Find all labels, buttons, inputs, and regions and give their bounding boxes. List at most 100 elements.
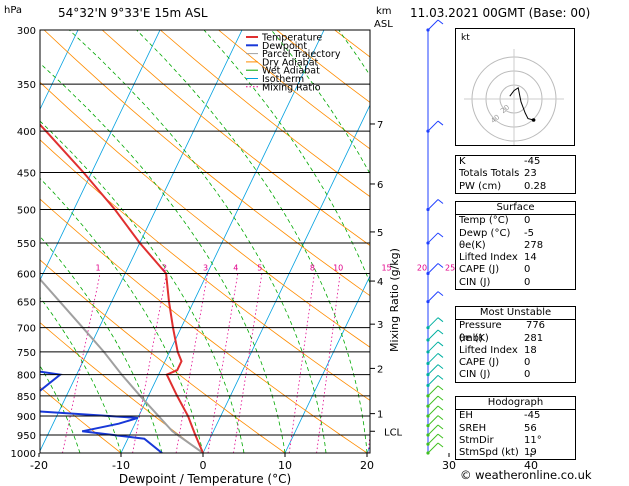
km-tick-label: 3 xyxy=(377,320,383,331)
mixing-ratio-label: 3 xyxy=(203,264,208,273)
mixing-ratio-line xyxy=(62,273,101,453)
copyright-label: © weatheronline.co.uk xyxy=(460,468,592,482)
parcel-trajectory xyxy=(40,277,204,453)
index-value: -5 xyxy=(524,227,534,239)
index-value: 0 xyxy=(524,369,531,381)
index-row: Pressure (mb) 776 xyxy=(456,320,575,344)
wind-barb xyxy=(427,364,439,375)
index-value: 0 xyxy=(524,357,531,369)
wind-barb-flag xyxy=(437,120,444,126)
index-row: Temp (°C) 0 xyxy=(456,215,575,227)
index-value: 776 xyxy=(525,320,546,332)
wind-barb xyxy=(427,232,439,244)
pressure-tick-label: 800 xyxy=(17,371,36,382)
wind-barb xyxy=(427,433,439,445)
index-label: Dewp (°C) xyxy=(459,227,511,239)
index-row: SREH 56 xyxy=(456,423,575,435)
index-label: Pressure (mb) xyxy=(459,320,502,344)
index-label: K xyxy=(459,156,466,167)
index-label: θe(K) xyxy=(459,239,486,251)
pressure-tick-label: 750 xyxy=(17,348,36,359)
index-label: CAPE (J) xyxy=(459,264,500,276)
index-label: Lifted Index xyxy=(459,344,518,356)
section-title: Surface xyxy=(496,202,535,213)
wind-barb-flag xyxy=(437,424,444,430)
index-row: K -45 xyxy=(456,156,575,168)
wet-adiabat xyxy=(203,30,370,285)
hodograph-stats-table: Hodograph EH -45 SREH 56 StmDir 11° StmSpd (kt)… xyxy=(455,396,576,461)
x-tick-label: -10 xyxy=(112,459,130,472)
km-tick-label: 4 xyxy=(377,277,383,288)
wet-adiabat xyxy=(136,30,368,453)
index-row: θe (K) 281 xyxy=(456,333,575,345)
wind-barb-flag xyxy=(437,375,444,380)
x-tick-label: 40 xyxy=(524,459,538,472)
km-tick-label: 7 xyxy=(377,120,383,131)
dry-adiabat xyxy=(40,139,370,401)
wind-barb xyxy=(427,375,439,386)
index-row: CAPE (J) 0 xyxy=(456,357,575,369)
section-divider xyxy=(456,409,575,411)
mixing-ratio-label: 10 xyxy=(333,264,343,273)
index-value: 18 xyxy=(524,344,537,356)
x-tick-label: 20 xyxy=(360,459,374,472)
wind-barb xyxy=(427,291,439,303)
wind-barb xyxy=(427,19,439,31)
mixing-ratio-line xyxy=(406,274,424,454)
km-label: km xyxy=(376,6,392,17)
index-label: PW (cm) xyxy=(459,180,502,192)
dry-adiabat xyxy=(40,322,204,453)
index-row: StmDir 11° xyxy=(456,435,575,447)
hodograph-panel: kt 20 40 xyxy=(455,28,575,149)
pressure-tick-label: 600 xyxy=(17,270,36,281)
isotherm-line xyxy=(613,30,629,453)
hodograph-unit-label: kt xyxy=(461,33,470,43)
wind-barb-flag xyxy=(437,329,444,335)
location-label: 54°32'N 9°33'E 15m ASL xyxy=(58,6,208,20)
dry-adiabat xyxy=(40,81,370,348)
dry-adiabat xyxy=(276,30,370,103)
pressure-tick-label: 650 xyxy=(17,298,36,309)
km-tick-label: 5 xyxy=(377,228,383,239)
index-row: CIN (J) 0 xyxy=(456,369,575,381)
index-value: -45 xyxy=(524,156,541,167)
index-value: 23 xyxy=(524,168,537,180)
x-axis-label: Dewpoint / Temperature (°C) xyxy=(119,472,291,486)
mixing-ratio-label: 25 xyxy=(445,264,455,273)
wind-barb-flag xyxy=(437,317,444,323)
wind-barb-flag xyxy=(437,232,444,238)
index-row: Lifted Index 14 xyxy=(456,252,575,264)
index-label: SREH xyxy=(459,422,487,434)
index-row: Lifted Index 18 xyxy=(456,345,575,357)
x-tick-label: 0 xyxy=(200,459,207,472)
isotherm-line xyxy=(120,30,325,453)
mixing-ratio-line xyxy=(132,273,167,453)
mixing-ratio-label: 2 xyxy=(162,264,167,273)
index-value: 278 xyxy=(524,239,544,251)
unstable-table: Most Unstable Pressure (mb) 776 θe (K) 281 Li… xyxy=(455,306,576,383)
storm-motion-dot xyxy=(531,118,536,122)
pressure-tick-label: 350 xyxy=(17,80,36,91)
hodograph-ring-label: 40 xyxy=(489,113,501,125)
index-label: CAPE (J) xyxy=(459,357,500,369)
km-tick-label: LCL xyxy=(384,427,403,438)
wind-barb-flag xyxy=(437,405,444,411)
legend-item: Wet Adiabat xyxy=(262,66,320,77)
wind-barb-flag xyxy=(437,263,444,268)
surface-table: Surface Temp (°C) 0 Dewp (°C) -5 θe(K) 278 Lift… xyxy=(455,201,576,291)
mixing-ratio-line xyxy=(436,274,452,454)
pressure-tick-label: 400 xyxy=(17,127,36,138)
index-label: Temp (°C) xyxy=(459,215,509,227)
wind-barb-flag xyxy=(437,385,444,391)
pressure-tick-label: 550 xyxy=(17,239,36,250)
index-row: θe(K) 278 xyxy=(456,240,575,252)
pressure-tick-label: 1000 xyxy=(11,449,36,460)
index-value: 0 xyxy=(524,276,531,288)
km-tick-label: 1 xyxy=(377,410,383,421)
mixing-ratio-label: 20 xyxy=(417,264,427,273)
wind-barb-flag xyxy=(437,291,444,297)
index-label: Totals Totals xyxy=(459,168,520,180)
index-value: 19 xyxy=(524,447,537,459)
dry-adiabat xyxy=(101,30,370,246)
